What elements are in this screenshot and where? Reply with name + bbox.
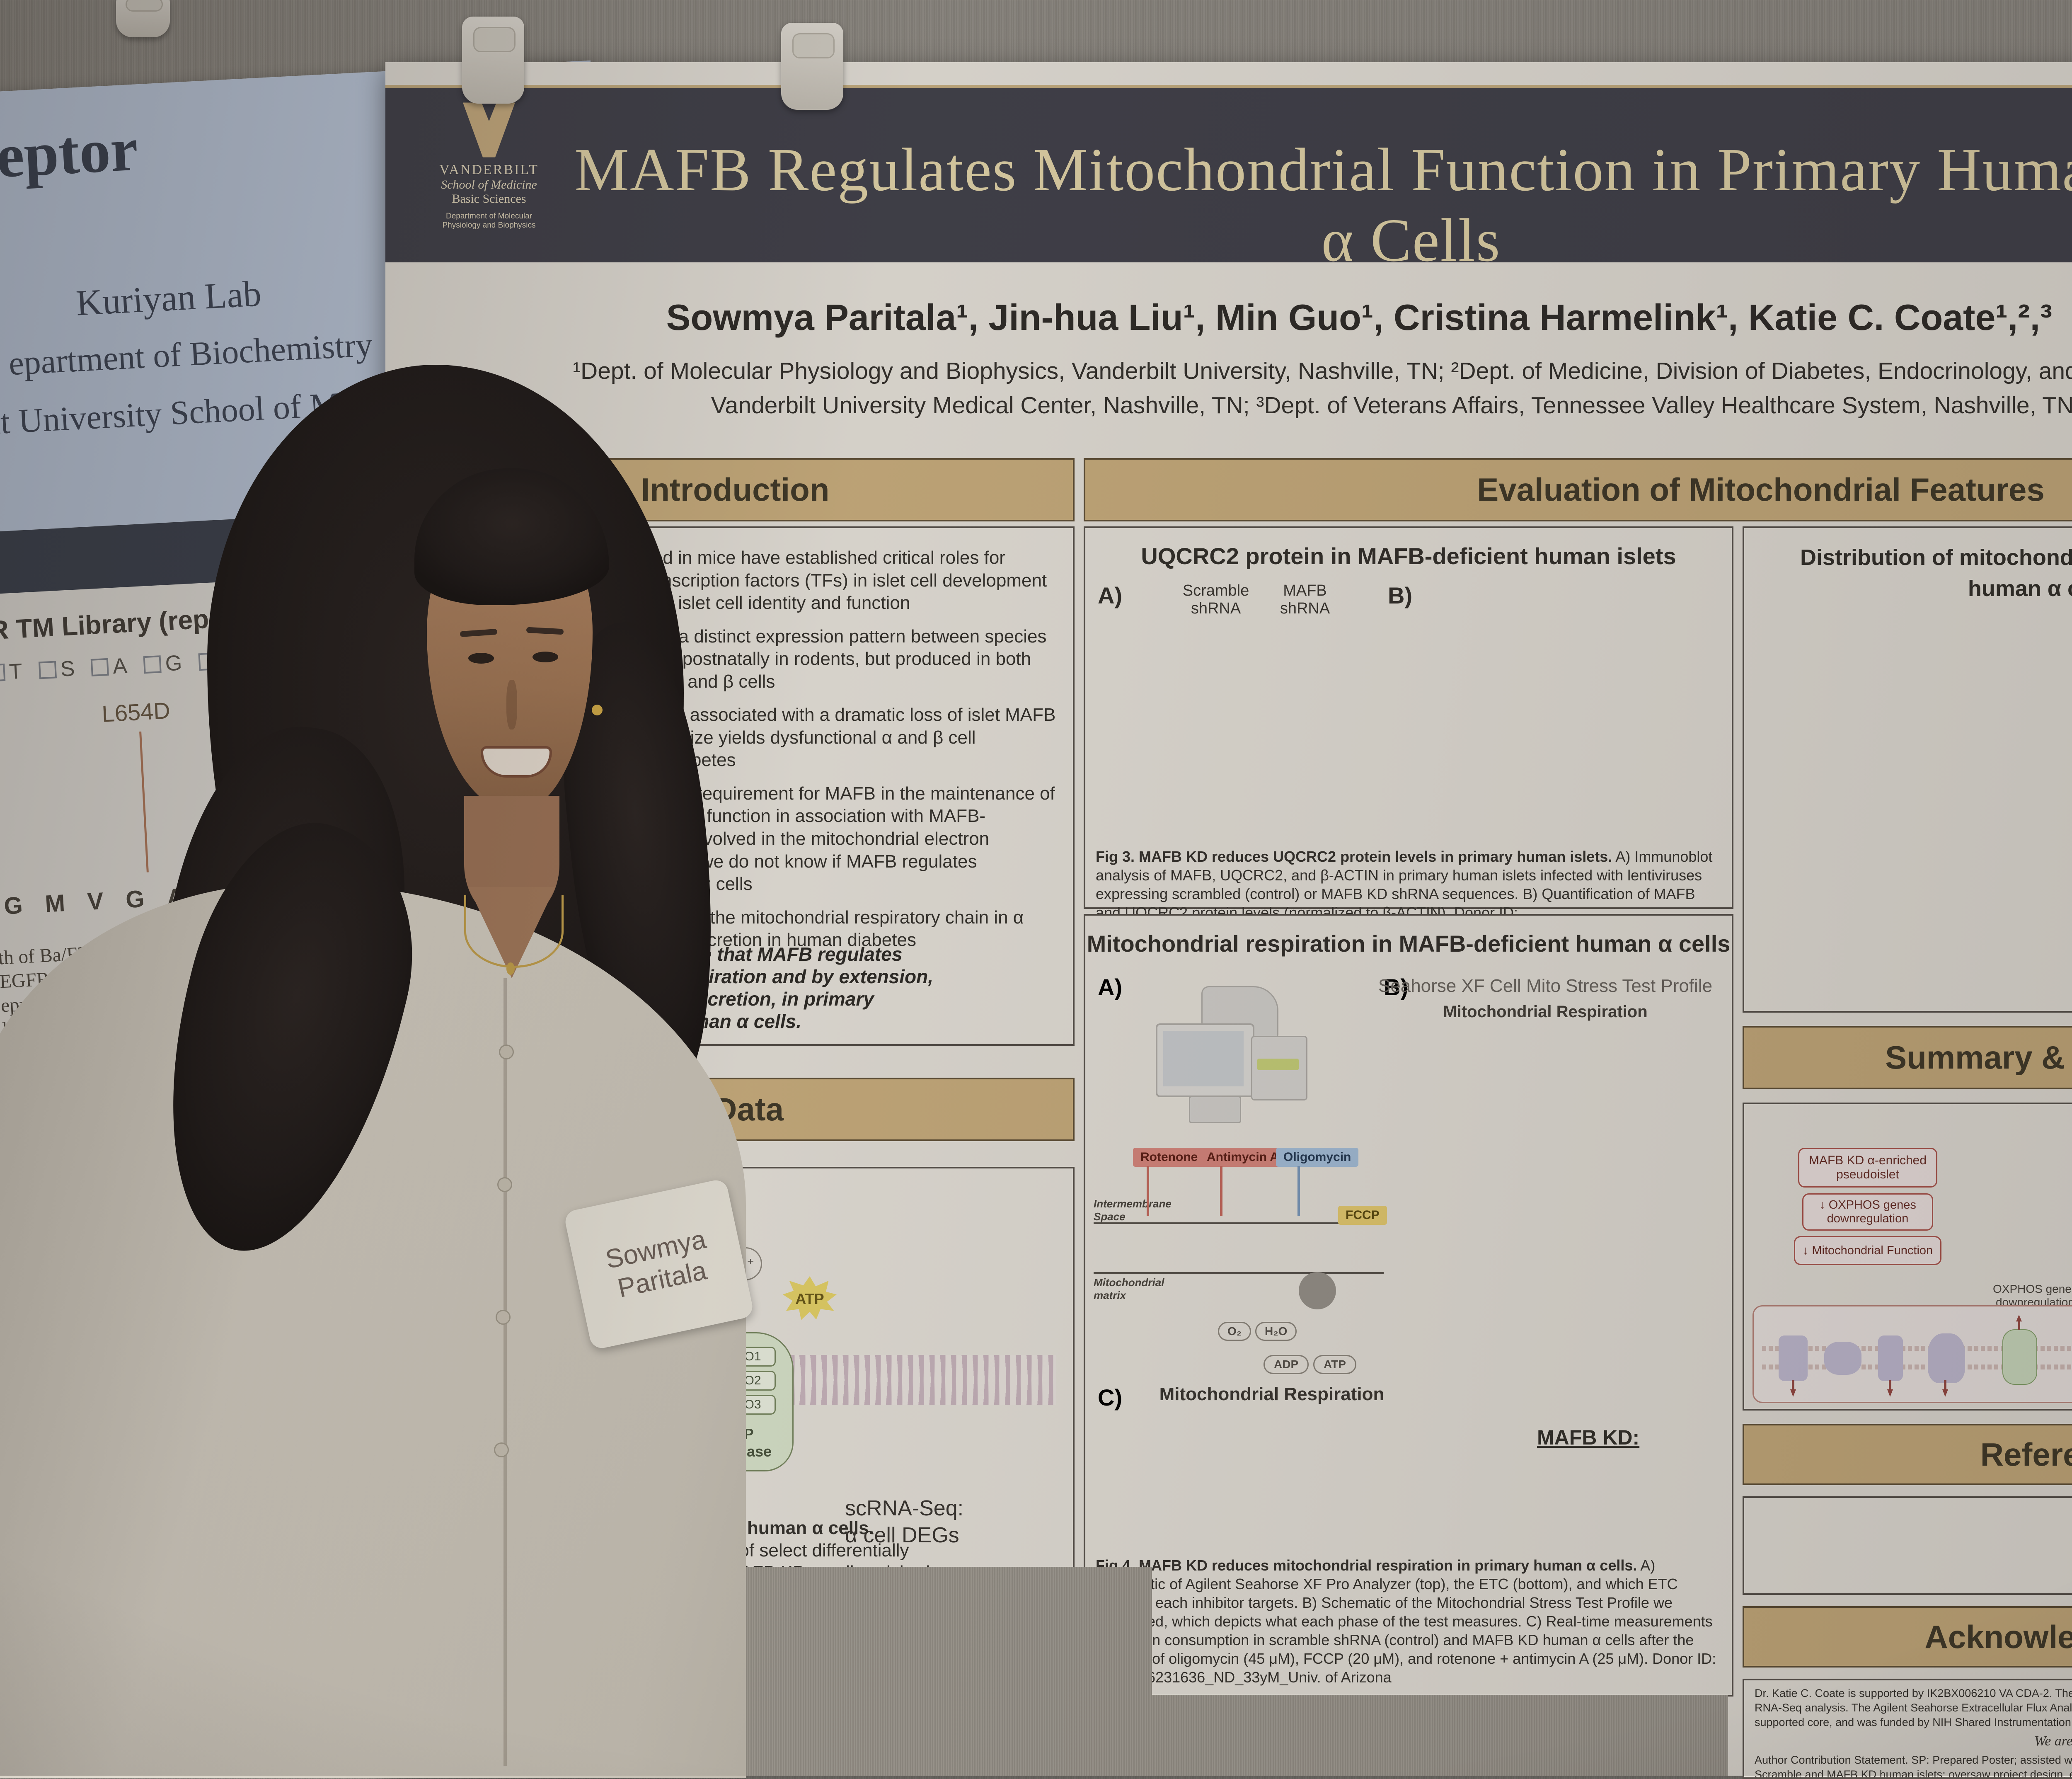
blot-col1-header: Scramble shRNA [1182,582,1249,617]
stress-profile-subtitle: Mitochondrial Respiration [1443,1003,1648,1021]
person-necklace-pendant [506,962,515,975]
stress-profile-chart [1371,1023,1728,1376]
person-necklace [464,895,564,968]
scrna-title: scRNA-Seq: [845,1496,964,1520]
fccp-tag: FCCP [1338,1206,1387,1225]
resp-c-label: C) [1098,1384,1123,1411]
person-earring [592,705,603,715]
references-header: References [1980,1436,2072,1473]
intermembrane-label: Intermembrane Space [1094,1197,1172,1223]
etc-h2o: H₂O [1255,1322,1297,1341]
uqcrc2-a-label: A) [1098,582,1123,608]
shirt-button-4 [494,1442,509,1457]
mito-func-label: ↓ Mitochondrial Function [1794,1236,1941,1265]
scrna-subtitle: α cell DEGs [845,1523,959,1547]
etc-o2: O₂ [1218,1322,1251,1341]
person-eye-left [468,653,494,664]
oligomycin-tag: Oligomycin [1276,1148,1359,1167]
references-header-bar: References [1743,1424,2072,1485]
stress-profile-title: Seahorse XF Cell Mito Stress Test Profil… [1378,976,1713,996]
uqcrc2-panel: UQCRC2 protein in MAFB-deficient human i… [1084,526,1733,940]
shirt-button-2 [497,1177,512,1192]
poster-header-band [385,85,2072,262]
acknowledgments-header: Acknowledgments [1924,1618,2072,1655]
resp-b-label: B) [1384,974,1409,1000]
vanderbilt-v-icon [463,102,515,158]
evaluation-header-bar: Evaluation of Mitochondrial Features [1084,458,2072,521]
legend-letter: S [38,656,75,683]
fig4-caption-text: A) Schematic of Agilent Seahorse XF Pro … [1096,1557,1716,1686]
shirt-placket [503,978,507,1766]
rotenone-tag: Rotenone [1133,1148,1205,1167]
matrix-label: Mitochondrial matrix [1094,1276,1164,1302]
seahorse-analyzer-icon [1152,986,1317,1135]
logo-institution: VANDERBILT [439,162,539,177]
etc-v-stalk [1299,1272,1336,1309]
residue-letter: G [125,885,145,914]
acknowledgments-header-bar: Acknowledgments [1743,1606,2072,1668]
mutation-line-1 [139,731,149,873]
logo-school: School of Medicine [441,178,537,191]
etc-mini-box [1752,1305,2072,1403]
respiration-title: Mitochondrial respiration in MAFB-defici… [1087,931,1731,957]
uqcrc2-b-label: B) [1388,582,1413,608]
page-marker: 1 of 1 [1094,1679,1121,1691]
residue-letter: V [87,887,104,916]
residue-letter: M [44,890,66,918]
poster-affiliation-1: ¹Dept. of Molecular Physiology and Bioph… [573,358,2072,384]
uqcrc2-title: UQCRC2 protein in MAFB-deficient human i… [1141,543,1676,569]
summary-header: Summary & Conclusion [1885,1039,2072,1076]
logo-division: Basic Sciences [452,192,526,206]
pseudoislet-label: MAFB KD α-enriched pseudoislet [1798,1148,1937,1188]
oxphos-label: ↓ OXPHOS genes downregulation [1802,1193,1933,1231]
atp-starburst: ATP [783,1276,837,1320]
acknowledgments-gratitude: We are especially grateful to organ dono… [2034,1733,2072,1749]
person-nose-shadow [506,680,517,730]
person-smile [481,746,552,778]
legend-letter: T [0,659,23,686]
shirt-button-1 [499,1045,514,1059]
binder-clip-1 [462,17,524,104]
binder-clip-left-corner [116,0,170,37]
poster-authors: Sowmya Paritala¹, Jin-hua Liu¹, Min Guo¹… [666,297,2053,338]
author-contribution: Author Contribution Statement. SP: Prepa… [1755,1754,2072,1779]
mito-mass-panel: Distribution of mitochondrial mass in MA… [1743,526,2072,1013]
binder-clip-2 [781,23,843,110]
shirt-button-3 [496,1310,511,1325]
fig3-caption-bold: Fig 3. MAFB KD reduces UQCRC2 protein le… [1096,848,1612,865]
etc-atp: ATP [1313,1355,1356,1374]
mito-mass-title-1: Distribution of mitochondrial mass in MA… [1800,545,2072,570]
antimycin-tag: Antimycin A [1199,1148,1286,1167]
summary-header-bar: Summary & Conclusion [1743,1026,2072,1089]
mutation-label-1: L654D [101,697,171,727]
fig4-caption-bold: Fig 4. MAFB KD reduces mitochondrial res… [1096,1557,1637,1574]
acknowledgments-panel: Dr. Katie C. Coate is supported by IK2BX… [1743,1679,2072,1779]
etc-diagram: Intermembrane Space Mitochondrial matrix… [1094,1148,1387,1380]
summary-panel: MAFB KD α-enriched pseudoislet ↓ OXPHOS … [1743,1103,2072,1411]
etc-adp: ADP [1264,1355,1309,1374]
legend-letter: G [143,650,183,677]
mafb-kd-title: MAFB KD: [1537,1426,1640,1449]
person-eye-right [533,652,558,662]
references-panel [1743,1496,2072,1595]
blot-col2-header: MAFB shRNA [1280,582,1330,617]
mito-mass-title-2: human α cells [1968,576,2072,601]
respiration-panel: Mitochondrial respiration in MAFB-defici… [1084,914,1733,1697]
legend-letter: A [91,653,128,680]
resp-a-label: A) [1098,974,1123,1000]
logo-dept1: Department of Molecular [445,212,533,221]
acknowledgments-body: Dr. Katie C. Coate is supported by IK2BX… [1755,1687,2072,1729]
ocr-chart-title: Mitochondrial Respiration [1159,1384,1385,1404]
left-poster-title-fragment: ceptor [0,114,140,192]
poster-affiliation-2: Vanderbilt University Medical Center, Na… [711,392,2072,419]
residue-letter: G [3,892,24,920]
logo-dept2: Physiology and Biophysics [442,221,536,230]
intro-header: Introduction [641,471,830,508]
vanderbilt-logo: VANDERBILT School of Medicine Basic Scie… [414,102,564,255]
evaluation-header: Evaluation of Mitochondrial Features [1477,471,2045,508]
poster-title: MAFB Regulates Mitochondrial Function in… [574,136,2072,274]
